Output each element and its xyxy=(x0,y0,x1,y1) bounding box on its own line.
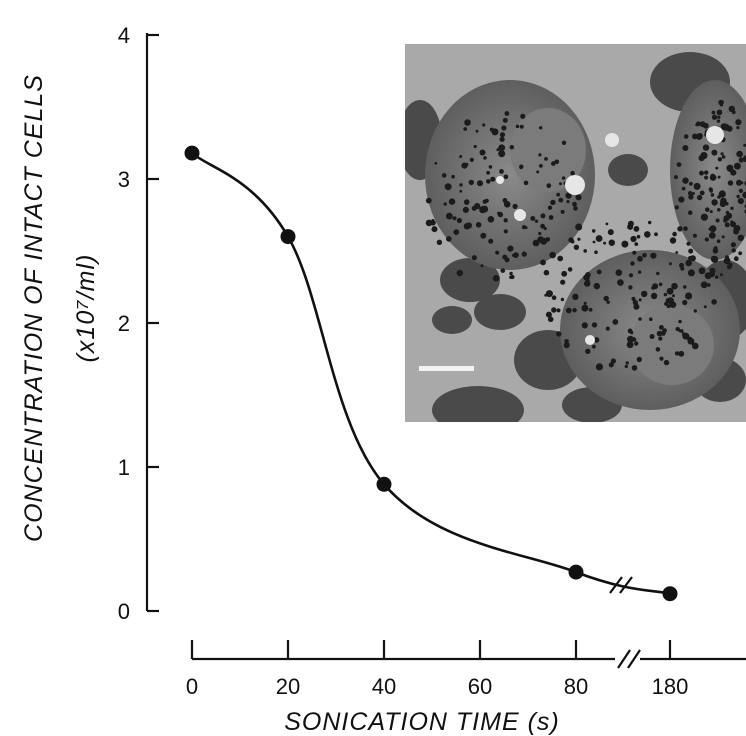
x-tick-label: 40 xyxy=(372,674,396,699)
x-axis-title: SONICATION TIME (s) xyxy=(284,708,559,736)
x-axis: 0 20 40 60 80 180 xyxy=(186,640,746,699)
y-tick-label: 3 xyxy=(118,167,130,192)
y-axis: 0 1 2 3 4 xyxy=(118,23,159,624)
scale-bar xyxy=(419,366,474,371)
data-point xyxy=(184,145,200,161)
y-tick-label: 0 xyxy=(118,599,130,624)
x-tick-label: 0 xyxy=(186,674,198,699)
curve-break-mark-1 xyxy=(609,576,623,594)
data-points xyxy=(184,145,678,602)
data-point xyxy=(568,564,584,580)
y-axis-title: CONCENTRATION OF INTACT CELLS xyxy=(20,74,48,542)
y-tick-label: 2 xyxy=(118,311,130,336)
x-tick-label: 60 xyxy=(468,674,492,699)
x-axis-break-mark xyxy=(617,649,641,669)
x-tick-label: 80 xyxy=(564,674,588,699)
x-tick-label: 180 xyxy=(652,674,689,699)
x-tick-label: 20 xyxy=(276,674,300,699)
data-point xyxy=(376,476,392,492)
data-point xyxy=(280,229,296,245)
micrograph-inset xyxy=(405,44,746,422)
data-curve xyxy=(191,152,671,595)
y-axis-unit: (x10⁷/ml) xyxy=(72,254,100,363)
data-point xyxy=(662,586,678,602)
curve-break-mark-2 xyxy=(619,576,633,594)
y-tick-label: 1 xyxy=(118,455,130,480)
y-tick-label: 4 xyxy=(118,23,130,48)
